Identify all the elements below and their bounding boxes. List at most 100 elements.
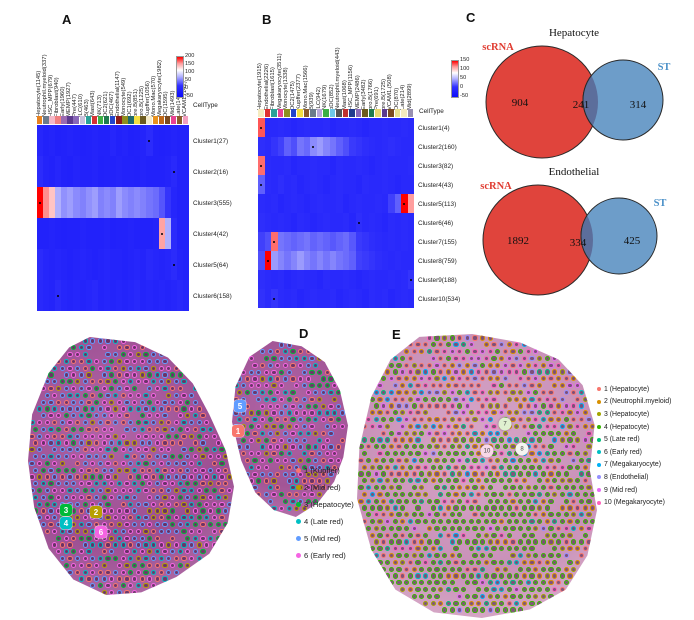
tissue-spot xyxy=(461,451,467,457)
tissue-spot xyxy=(33,426,39,432)
colorbar-tick: 100 xyxy=(460,66,470,72)
tissue-spot xyxy=(480,349,486,355)
tissue-spot xyxy=(563,553,569,559)
tissue-spot xyxy=(548,471,554,477)
tissue-spot xyxy=(56,454,62,460)
tissue-spot xyxy=(113,406,119,412)
tissue-spot xyxy=(404,444,410,450)
tissue-spot xyxy=(166,569,172,575)
tissue-spot xyxy=(37,515,43,521)
tissue-spot xyxy=(116,399,122,405)
legend-item: 8 (Endothelial) xyxy=(597,471,671,484)
legend-label: 7 (Megakaryocyte) xyxy=(604,461,662,469)
tissue-spot xyxy=(170,494,176,500)
tissue-spot xyxy=(578,498,584,504)
legend-item: 1 (Hepatocyte) xyxy=(597,383,671,396)
tissue-spot xyxy=(571,512,577,518)
tissue-spot xyxy=(75,379,81,385)
tissue-spot xyxy=(510,498,516,504)
tissue-spot xyxy=(442,498,448,504)
tissue-spot xyxy=(552,437,558,443)
tissue-spot xyxy=(404,362,410,368)
tissue-spot xyxy=(544,451,550,457)
celltype-color-chip xyxy=(329,109,336,117)
tissue-spot xyxy=(438,491,444,497)
tissue-spot xyxy=(317,369,323,375)
tissue-spot xyxy=(63,399,69,405)
tissue-spot xyxy=(67,528,73,534)
heatmap-cell xyxy=(85,280,93,312)
tissue-spot xyxy=(575,437,581,443)
tissue-spot xyxy=(52,379,58,385)
heatmap-cell xyxy=(122,125,129,157)
heatmap-cell xyxy=(61,125,68,157)
tissue-spot xyxy=(170,508,176,514)
tissue-spot xyxy=(286,356,292,362)
tissue-spot xyxy=(320,430,326,436)
tissue-spot xyxy=(204,447,210,453)
tissue-spot xyxy=(525,539,531,545)
tissue-spot xyxy=(415,478,421,484)
heatmap-cell xyxy=(394,118,402,138)
heatmap-cell xyxy=(146,249,153,281)
tissue-spot xyxy=(430,600,436,606)
tissue-spot xyxy=(154,508,160,514)
heatmap-cell xyxy=(342,194,350,214)
tissue-spot xyxy=(37,474,43,480)
tissue-spot xyxy=(132,467,138,473)
tissue-spot xyxy=(582,396,588,402)
tissue-spot xyxy=(404,498,410,504)
tissue-spot xyxy=(483,600,489,606)
tissue-spot xyxy=(151,433,157,439)
tissue-spot xyxy=(556,485,562,491)
tissue-spot xyxy=(97,338,103,344)
tissue-spot xyxy=(82,433,88,439)
heatmap-cell xyxy=(134,187,141,219)
tissue-spot xyxy=(124,454,130,460)
tissue-spot xyxy=(529,546,535,552)
legend-color-dot xyxy=(597,488,601,493)
tissue-spot xyxy=(514,600,520,606)
tissue-spot xyxy=(559,423,565,429)
tissue-spot xyxy=(120,583,126,589)
tissue-spot xyxy=(135,420,141,426)
tissue-spot xyxy=(189,528,195,534)
tissue-spot xyxy=(263,492,269,498)
heatmap-cell xyxy=(297,118,304,138)
tissue-spot xyxy=(279,424,285,430)
tissue-spot xyxy=(411,376,417,382)
tissue-spot xyxy=(267,376,273,382)
tissue-spot xyxy=(514,464,520,470)
tissue-spot xyxy=(223,481,229,487)
heatmap-column-label: VCAM1.(508) xyxy=(387,74,394,110)
tissue-spot xyxy=(71,426,77,432)
tissue-spot xyxy=(518,362,524,368)
tissue-spot xyxy=(151,488,157,494)
tissue-spot xyxy=(582,519,588,525)
tissue-spot xyxy=(275,417,281,423)
tissue-spot xyxy=(215,467,221,473)
tissue-spot xyxy=(101,454,107,460)
tissue-spot xyxy=(192,535,198,541)
tissue-spot xyxy=(90,365,96,371)
tissue-spot xyxy=(529,464,535,470)
tissue-spot xyxy=(279,451,285,457)
tissue-spot xyxy=(40,440,46,446)
tissue-spot xyxy=(373,457,379,463)
tissue-spot xyxy=(301,437,307,443)
tissue-spot xyxy=(256,424,262,430)
tissue-spot xyxy=(105,488,111,494)
panel-b-label: B xyxy=(262,12,272,27)
tissue-spot xyxy=(128,406,134,412)
legend-item: 2 (Mid red) xyxy=(296,479,354,496)
tissue-spot xyxy=(40,522,46,528)
tissue-spot xyxy=(415,451,421,457)
tissue-spot xyxy=(461,396,467,402)
tissue-spot xyxy=(578,417,584,423)
tissue-spot xyxy=(404,566,410,572)
tissue-spot xyxy=(476,546,482,552)
tissue-spot xyxy=(94,576,100,582)
tissue-spot xyxy=(476,355,482,361)
tissue-spot xyxy=(510,525,516,531)
tissue-spot xyxy=(567,546,573,552)
